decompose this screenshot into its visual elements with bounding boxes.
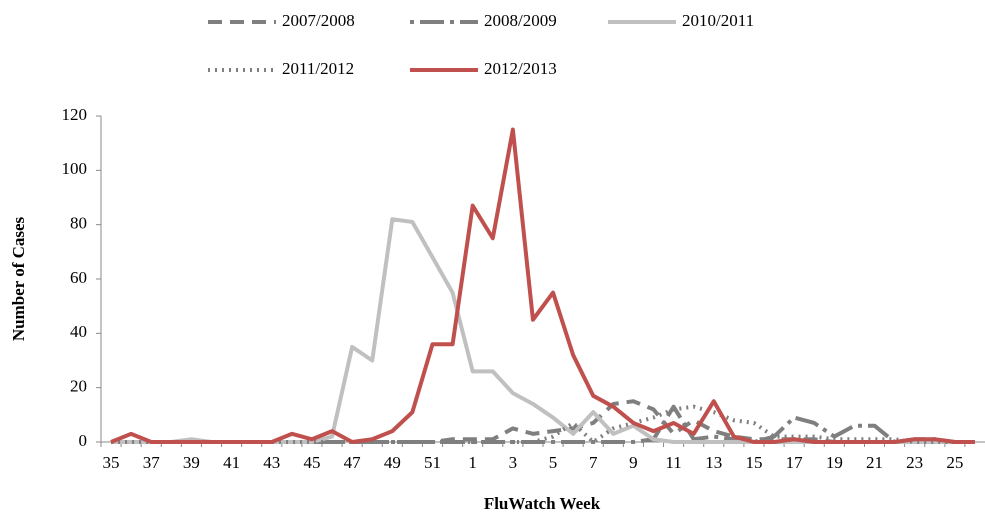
series-line	[110, 127, 975, 444]
x-tick-label: 45	[303, 453, 320, 472]
x-tick-label: 47	[344, 453, 362, 472]
x-tick-label: 9	[629, 453, 638, 472]
x-tick-label: 39	[183, 453, 200, 472]
y-tick-label: 0	[79, 431, 88, 450]
x-tick-label: 41	[223, 453, 240, 472]
y-tick-label: 20	[70, 377, 87, 396]
x-tick-label: 13	[705, 453, 722, 472]
y-tick-label: 60	[70, 268, 87, 287]
y-tick-label: 120	[62, 105, 88, 124]
y-tick-label: 80	[70, 214, 87, 233]
x-tick-label: 1	[468, 453, 477, 472]
x-tick-label: 25	[946, 453, 963, 472]
legend-label: 2011/2012	[282, 59, 354, 78]
x-tick-label: 15	[745, 453, 762, 472]
x-axis-label: FluWatch Week	[484, 494, 601, 513]
y-tick-label: 100	[62, 159, 88, 178]
x-tick-label: 49	[384, 453, 401, 472]
x-tick-label: 23	[906, 453, 923, 472]
legend-label: 2007/2008	[282, 11, 355, 30]
x-tick-label: 5	[549, 453, 558, 472]
x-tick-label: 51	[424, 453, 441, 472]
x-tick-label: 43	[263, 453, 280, 472]
x-tick-label: 3	[509, 453, 518, 472]
x-tick-label: 7	[589, 453, 598, 472]
x-tick-label: 35	[103, 453, 120, 472]
y-tick-label: 40	[70, 322, 87, 341]
x-tick-label: 17	[786, 453, 804, 472]
legend-label: 2010/2011	[682, 11, 754, 30]
y-axis-label: Number of Cases	[9, 216, 28, 341]
legend-label: 2008/2009	[484, 11, 557, 30]
legend-label: 2012/2013	[484, 59, 557, 78]
x-tick-label: 11	[665, 453, 681, 472]
x-tick-label: 37	[143, 453, 161, 472]
series-line	[111, 399, 975, 444]
x-tick-label: 21	[866, 453, 883, 472]
x-tick-label: 19	[826, 453, 843, 472]
series-line	[111, 217, 975, 444]
